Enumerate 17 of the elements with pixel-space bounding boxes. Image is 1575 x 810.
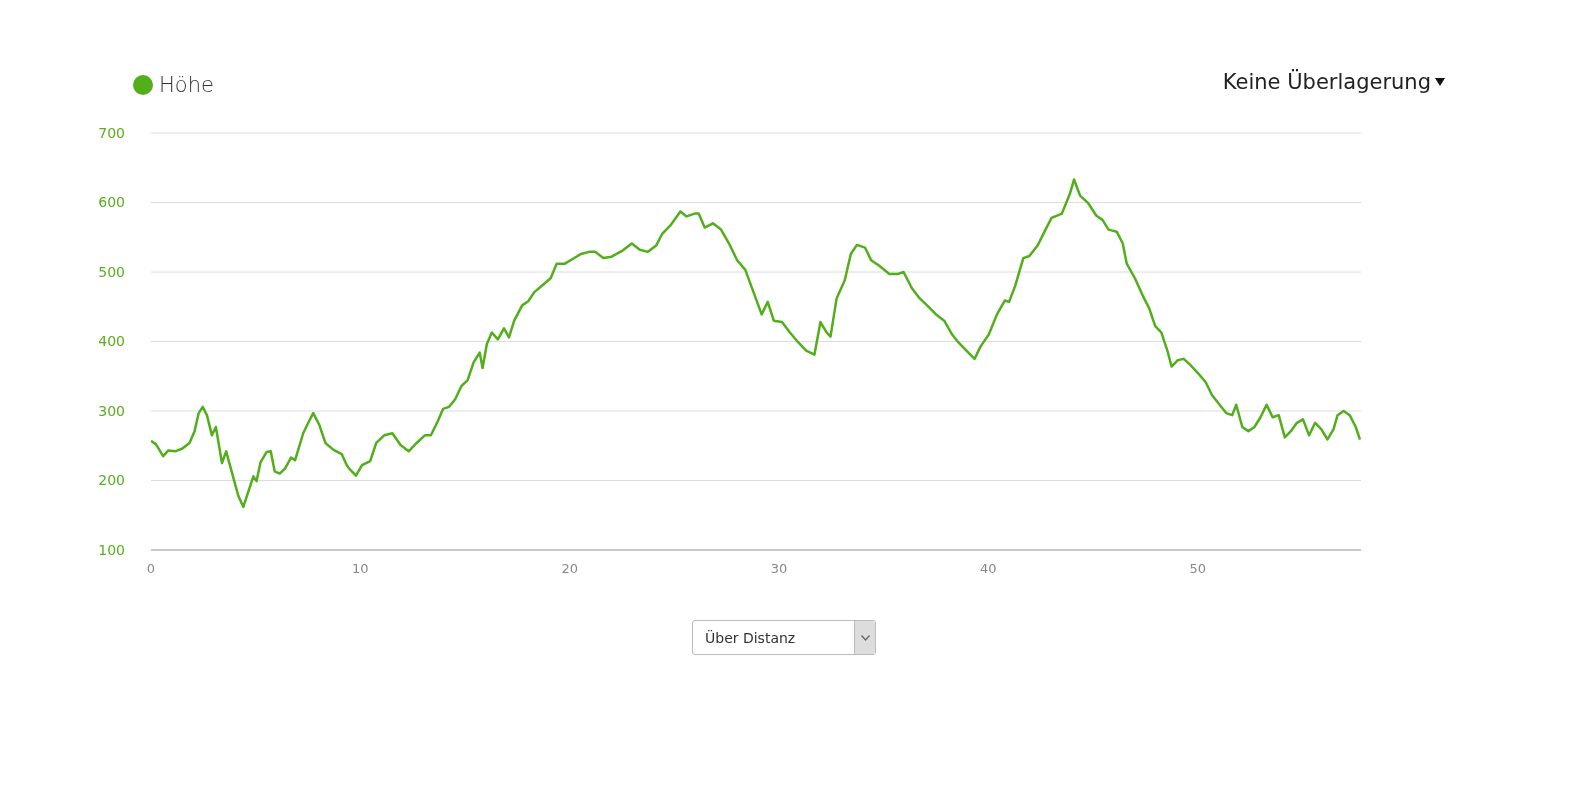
line-series — [151, 178, 1361, 509]
y-tick-label: 700 — [98, 124, 125, 141]
y-tick-label: 400 — [98, 333, 125, 350]
select-field: Über Distanz — [692, 620, 876, 655]
legend-label: Höhe — [159, 73, 214, 97]
y-tick-label: 300 — [98, 402, 125, 419]
x-tick-label: 20 — [561, 561, 578, 577]
y-tick-label: 100 — [98, 541, 125, 558]
x-tick-label: 50 — [1189, 561, 1206, 577]
x-tick-label: 10 — [352, 561, 369, 577]
x-tick-label: 30 — [770, 561, 788, 577]
y-tick-label: 600 — [98, 194, 125, 211]
y-tick-label: 500 — [98, 263, 125, 280]
x-tick-label: 40 — [980, 561, 997, 577]
y-tick-label: 200 — [98, 472, 125, 489]
text: Keine Überlagerung — [1222, 70, 1431, 94]
x-tick-label: 0 — [146, 561, 156, 577]
